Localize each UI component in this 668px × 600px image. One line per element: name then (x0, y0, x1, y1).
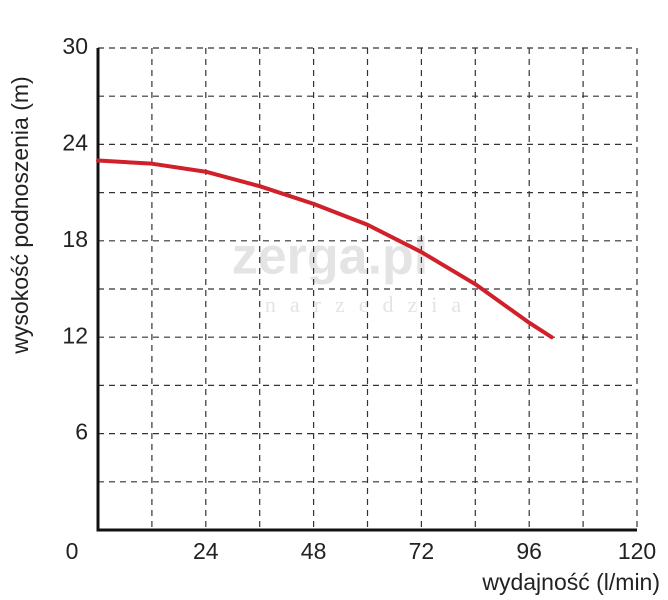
x-tick-label: 120 (618, 538, 656, 564)
watermark-sub: narzedzia (265, 292, 475, 317)
y-tick-label: 18 (62, 226, 88, 252)
x-tick-label: 48 (301, 538, 327, 564)
x-tick-label: 96 (516, 538, 542, 564)
x-axis-label: wydajność (l/min) (481, 569, 660, 595)
x-tick-label: 24 (193, 538, 219, 564)
y-tick-label: 12 (62, 322, 88, 348)
x-tick-label: 72 (409, 538, 435, 564)
watermark: zerga.pl (232, 228, 429, 286)
y-axis-label: wysokość podnoszenia (m) (7, 76, 33, 354)
y-tick-label: 6 (75, 419, 88, 445)
y-tick-label: 24 (62, 129, 88, 155)
y-tick-label: 30 (62, 33, 88, 59)
x-tick-label: 0 (66, 538, 79, 564)
line (96, 158, 554, 340)
